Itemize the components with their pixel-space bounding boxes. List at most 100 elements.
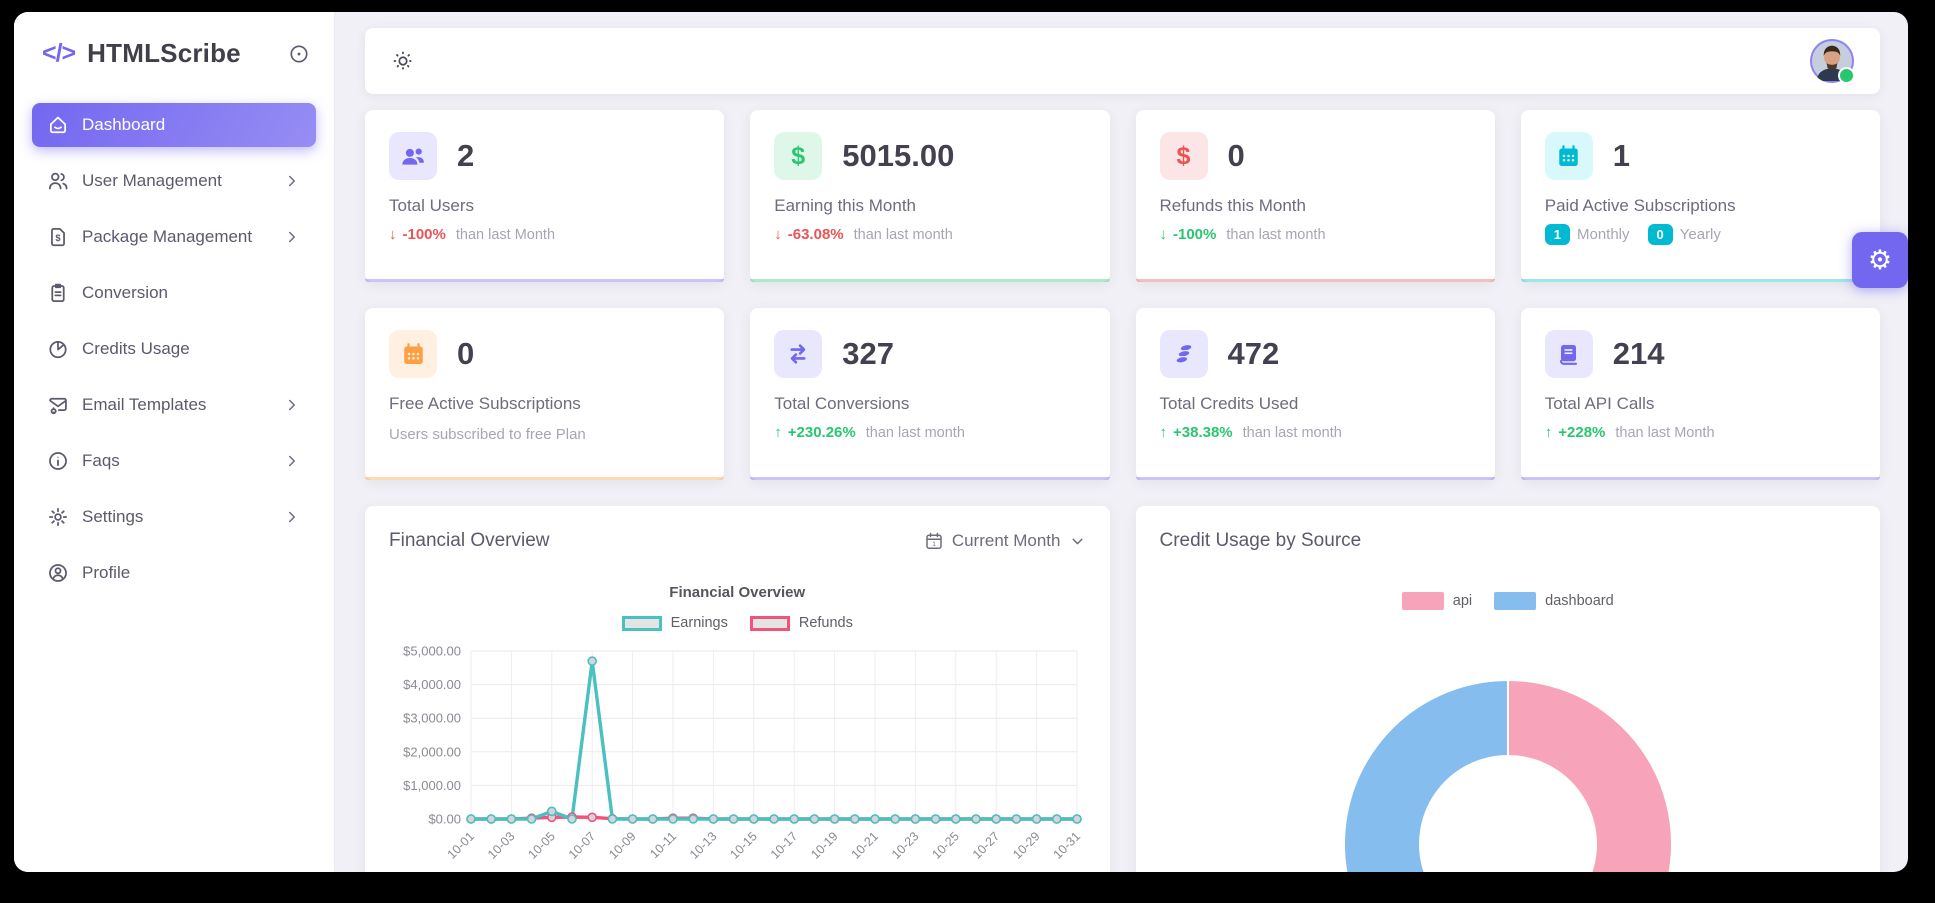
sidebar-item-user-management[interactable]: User Management (32, 159, 316, 203)
sidebar-item-label: Credits Usage (82, 339, 190, 358)
svg-text:1: 1 (932, 541, 936, 548)
svg-text:10-23: 10-23 (889, 829, 922, 862)
chevron-right-icon (283, 508, 301, 526)
coins-icon (1159, 330, 1208, 378)
filter-label: Current Month (951, 531, 1061, 550)
sidebar-item-conversion[interactable]: Conversion (32, 271, 316, 315)
stat-card-total-users: 2 Total Users ↓ -100% than last Month (365, 110, 725, 282)
stat-delta-percent: +230.26% (787, 424, 856, 441)
info-circle-icon (47, 450, 69, 472)
legend-refunds[interactable]: Refunds (749, 615, 853, 631)
svg-text:$0.00: $0.00 (428, 812, 461, 827)
arrow-up-icon: ↑ (1544, 424, 1553, 441)
stat-card-free-subscriptions: 0 Free Active Subscriptions Users subscr… (365, 308, 725, 480)
stat-label: Refunds this Month (1159, 196, 1306, 215)
svg-text:10-05: 10-05 (525, 829, 558, 862)
stat-label: Total Credits Used (1159, 394, 1299, 413)
user-avatar[interactable] (1810, 39, 1855, 84)
gear-icon (47, 506, 69, 528)
chevron-right-icon (283, 452, 301, 470)
svg-text:10-03: 10-03 (485, 829, 518, 862)
sidebar-item-label: User Management (82, 171, 222, 190)
sun-icon[interactable] (391, 49, 415, 73)
sidebar: </> HTMLScribe Dashboard (14, 12, 335, 872)
chevron-right-icon (283, 228, 301, 246)
stat-card-paid-subscriptions: 1 Paid Active Subscriptions 1 Monthly 0 Ye… (1520, 110, 1881, 282)
sidebar-item-label: Profile (82, 563, 131, 582)
stat-value: 2 (457, 138, 475, 173)
app-window: </> HTMLScribe Dashboard (14, 12, 1908, 872)
arrow-down-icon: ↓ (389, 226, 397, 243)
earnings-swatch (621, 615, 662, 631)
sidebar-item-credits-usage[interactable]: Credits Usage (32, 327, 316, 371)
svg-text:$: $ (55, 233, 61, 243)
svg-text:10-15: 10-15 (727, 829, 760, 862)
logo: </> HTMLScribe (14, 12, 334, 89)
sidebar-item-faqs[interactable]: Faqs (32, 439, 316, 483)
main-content: 2 Total Users ↓ -100% than last Month $ … (335, 12, 1908, 872)
month-filter-dropdown[interactable]: 1 Current Month (924, 531, 1086, 551)
stat-delta-percent: -100% (1173, 226, 1217, 243)
gear-icon: ⚙ (1867, 244, 1893, 275)
sidebar-item-dashboard[interactable]: Dashboard (32, 103, 316, 147)
svg-text:10-27: 10-27 (970, 829, 1003, 862)
stat-delta-note: than last month (1242, 424, 1342, 441)
arrow-up-icon: ↑ (774, 424, 782, 441)
stat-card-refunds: $ 0 Refunds this Month ↓ -100% than last… (1135, 110, 1496, 282)
legend-earnings[interactable]: Earnings (621, 615, 728, 631)
credit-usage-card: Credit Usage by Source api dashboard (1135, 506, 1880, 872)
svg-text:$2,000.00: $2,000.00 (403, 744, 461, 759)
svg-text:10-07: 10-07 (566, 829, 599, 862)
stat-card-earning: $ 5015.00 Earning this Month ↓ -63.08% t… (750, 110, 1110, 282)
donut-legend: api dashboard (1160, 592, 1857, 610)
sidebar-item-email-templates[interactable]: Email Templates (32, 383, 316, 427)
sidebar-item-label: Settings (82, 507, 144, 526)
calendar-icon: 1 (924, 531, 944, 551)
svg-text:10-21: 10-21 (849, 829, 882, 862)
sidebar-item-label: Conversion (82, 283, 168, 302)
sidebar-item-label: Email Templates (82, 395, 207, 414)
file-dollar-icon: $ (47, 226, 69, 248)
calendar-icon (1544, 132, 1593, 180)
stat-delta-note: than last month (1226, 226, 1326, 243)
arrow-up-icon: ↑ (1159, 424, 1168, 441)
svg-text:$4,000.00: $4,000.00 (403, 677, 461, 692)
svg-text:10-17: 10-17 (768, 829, 801, 862)
svg-text:$3,000.00: $3,000.00 (403, 711, 461, 726)
stat-delta-percent: +38.38% (1173, 424, 1233, 441)
api-swatch (1401, 592, 1444, 610)
sidebar-item-package-management[interactable]: $ Package Management (32, 215, 316, 259)
svg-text:10-29: 10-29 (1010, 829, 1043, 862)
home-icon (47, 114, 69, 136)
sidebar-item-label: Package Management (82, 227, 253, 246)
sidebar-item-profile[interactable]: Profile (32, 551, 316, 595)
users-icon (47, 170, 69, 192)
dollar-icon: $ (774, 132, 823, 180)
chevron-right-icon (283, 396, 301, 414)
stat-delta-percent: -100% (402, 226, 446, 243)
settings-gear-button[interactable]: ⚙ (1852, 232, 1908, 288)
stat-value: 5015.00 (842, 138, 955, 173)
stat-value: 1 (1612, 138, 1630, 173)
yearly-badge: 0 (1647, 224, 1673, 245)
credit-donut-chart (1342, 678, 1673, 872)
stat-delta-note: than last Month (455, 226, 556, 243)
legend-dashboard[interactable]: dashboard (1494, 592, 1614, 610)
stat-label: Total API Calls (1544, 394, 1655, 413)
dollar-icon: $ (1159, 132, 1208, 180)
stat-delta-percent: +228% (1558, 424, 1606, 441)
pie-chart-icon (47, 338, 69, 360)
users-icon (389, 132, 437, 180)
svg-text:$1,000.00: $1,000.00 (403, 778, 461, 793)
legend-api[interactable]: api (1401, 592, 1472, 610)
financial-overview-card: Financial Overview 1 Current Month Finan… (365, 506, 1110, 872)
svg-text:10-11: 10-11 (647, 829, 679, 861)
svg-text:10-31: 10-31 (1051, 829, 1084, 862)
circle-dot-icon[interactable] (288, 43, 310, 65)
monthly-count: 1 Monthly (1544, 224, 1630, 245)
sidebar-item-settings[interactable]: Settings (32, 495, 316, 539)
stat-label: Free Active Subscriptions (389, 394, 581, 413)
stat-value: 327 (842, 336, 894, 371)
charts-row: Financial Overview 1 Current Month Finan… (365, 506, 1880, 872)
code-icon: </> (42, 39, 76, 67)
